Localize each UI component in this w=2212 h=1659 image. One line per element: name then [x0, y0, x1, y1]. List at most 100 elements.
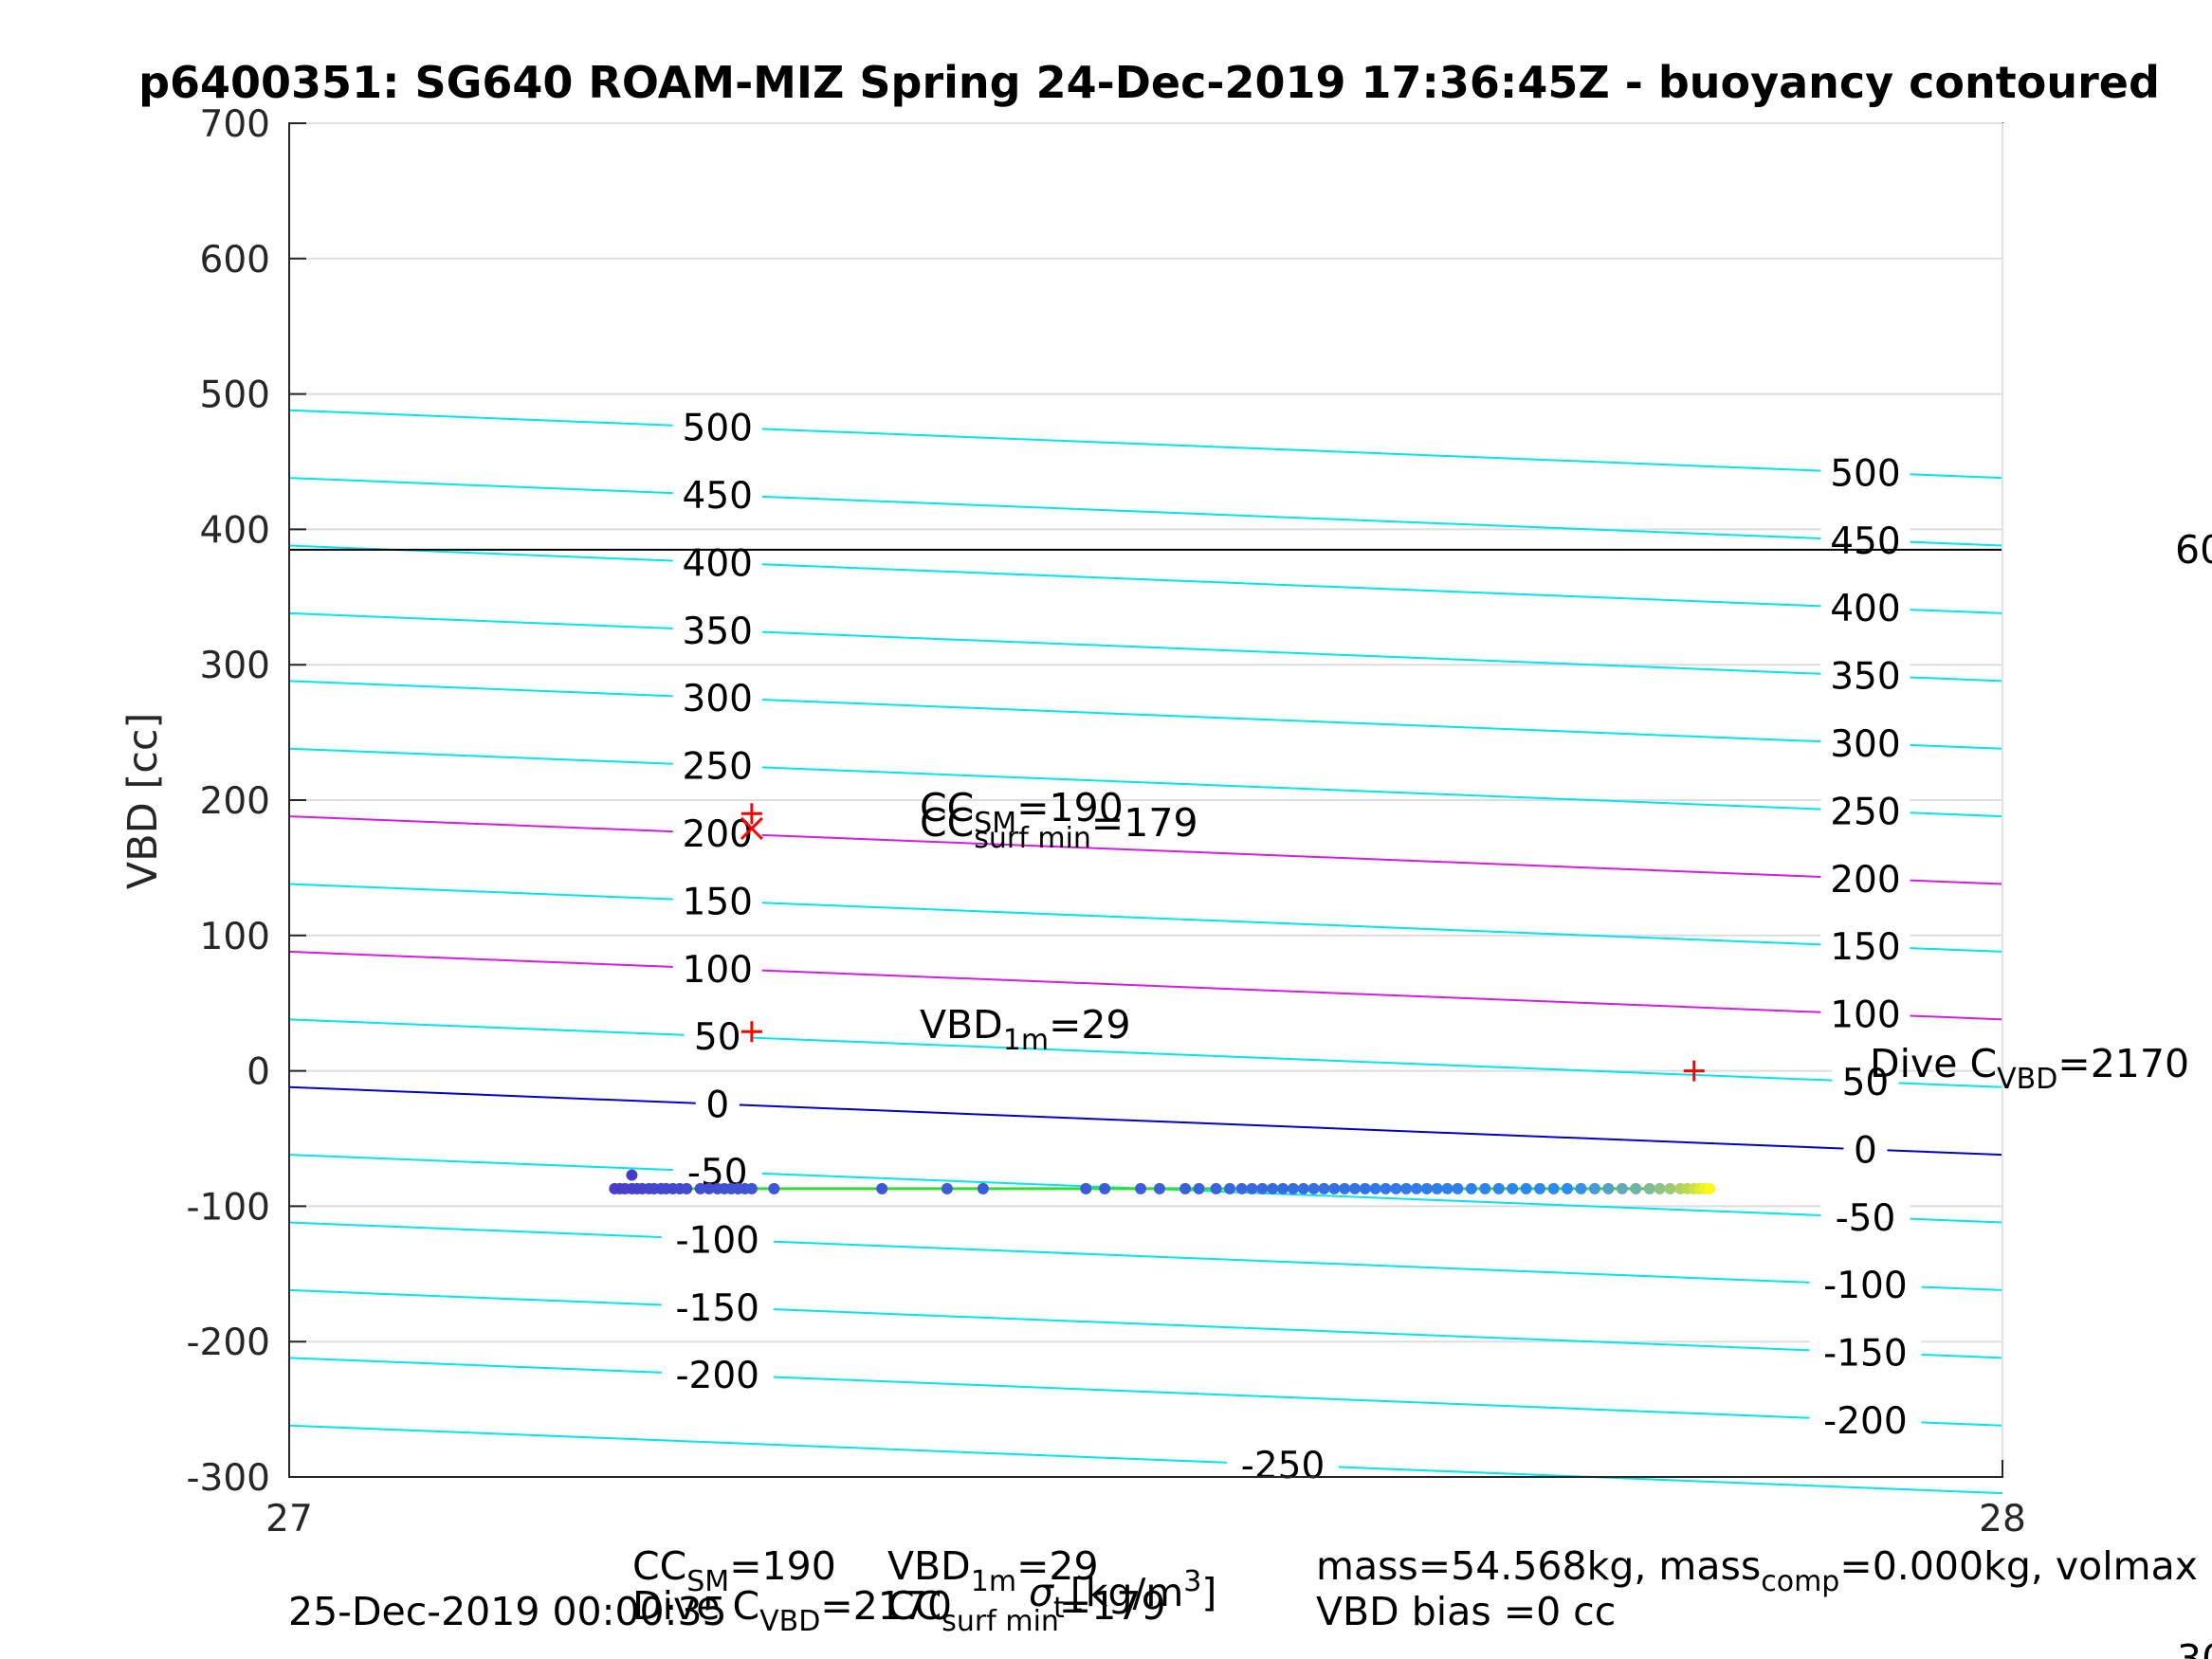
data-point-66	[1616, 1182, 1628, 1194]
contour-line-450	[288, 477, 2003, 547]
contour-label-left--200: -200	[675, 1355, 759, 1397]
contour-label-left-300: 300	[683, 678, 753, 720]
contour-label-right-450: 450	[1830, 520, 1900, 563]
data-point-13	[694, 1182, 706, 1194]
data-point-12	[681, 1182, 693, 1194]
contour-line-300	[288, 680, 2003, 750]
data-point-23	[941, 1182, 953, 1194]
data-point-43	[1339, 1182, 1351, 1194]
contour-label-left-0: 0	[705, 1085, 729, 1127]
contour-label-bg-right--50	[1820, 1195, 1910, 1238]
contour-label-bg-right-100	[1820, 993, 1910, 1035]
contour-label-bg-left-300	[672, 677, 762, 720]
data-point-14	[703, 1182, 715, 1194]
contour-label-left-450: 450	[683, 475, 753, 518]
data-point-22	[876, 1182, 888, 1194]
contour-label-right-250: 250	[1830, 791, 1900, 833]
contour-label-bg-left-100	[672, 947, 762, 990]
contour-label-bg-left--100	[661, 1218, 774, 1261]
data-point-28	[1153, 1182, 1165, 1194]
y-axis-ticks: -300 -200 -100 0 100 200 300 400 500 600 700	[186, 103, 306, 1500]
contour-label-right--50: -50	[1836, 1197, 1896, 1240]
footer-mass: mass=54.568kg, masscomp=0.000kg, volmax	[1316, 1543, 2198, 1598]
y-tick-label-700: 700	[200, 103, 270, 146]
data-point-63	[1575, 1182, 1587, 1194]
data-point-31	[1210, 1182, 1222, 1194]
marker-CC_surf_min	[740, 816, 763, 841]
contour-line--250	[288, 1424, 2003, 1495]
annotation-edge-right: 60	[2175, 527, 2212, 573]
contour-label-left-200: 200	[683, 813, 753, 856]
data-point-29	[1179, 1182, 1192, 1194]
contour-label-bg-right-350	[1820, 654, 1910, 697]
data-point-57	[1492, 1182, 1505, 1194]
data-point-62	[1562, 1182, 1574, 1194]
contour-label-right-200: 200	[1830, 859, 1900, 902]
y-tick-label--300: -300	[186, 1457, 270, 1500]
contour-line--100	[288, 1221, 2003, 1291]
data-point-70	[1664, 1182, 1676, 1194]
y-tick-label-300: 300	[200, 645, 270, 687]
data-point-39	[1297, 1182, 1309, 1194]
contour-line-350	[288, 611, 2003, 683]
data-point-41	[1318, 1182, 1330, 1194]
data-point-extra-0	[626, 1169, 638, 1181]
contour-label-bottom--250: -250	[1241, 1445, 1325, 1487]
data-point-21	[768, 1182, 780, 1194]
y-tick-label-400: 400	[200, 509, 270, 552]
contour-label-right-400: 400	[1830, 588, 1900, 630]
annotation-markers	[740, 803, 1705, 1082]
data-point-42	[1328, 1182, 1341, 1194]
data-point-30	[1193, 1182, 1205, 1194]
y-tick-label--100: -100	[186, 1186, 270, 1229]
annotation-vbd-1m: VBD1m=29	[920, 1002, 1131, 1057]
contour-label-bg-right-0	[1843, 1128, 1888, 1171]
data-point-53	[1441, 1182, 1453, 1194]
contour-line-250	[288, 747, 2003, 818]
contour-label-right--200: -200	[1823, 1400, 1908, 1443]
data-point-50	[1411, 1182, 1423, 1194]
contour-line-200	[288, 815, 2003, 885]
data-point-55	[1465, 1182, 1477, 1194]
data-point-35	[1256, 1182, 1269, 1194]
contour-label-right-0: 0	[1854, 1129, 1877, 1172]
contour-label-bg-left-450	[672, 473, 762, 516]
footer-cc-sm: CCSM=190	[632, 1543, 836, 1598]
contour-label-bg-right-250	[1820, 790, 1910, 832]
data-point-58	[1507, 1182, 1519, 1194]
contour-line-0	[288, 1085, 2003, 1157]
marker-stroke-b	[740, 816, 763, 841]
dive-data-points	[609, 1169, 1716, 1194]
y-tick-label--200: -200	[186, 1322, 270, 1364]
data-point-64	[1588, 1182, 1600, 1194]
contour-label-bg-left-400	[672, 541, 762, 584]
data-point-56	[1479, 1182, 1491, 1194]
annotation-cc-surf-min: CCsurf min=179	[920, 800, 1198, 855]
contour-label-bg-left-50	[684, 1015, 751, 1058]
data-point-25	[1080, 1182, 1092, 1194]
data-point-20	[745, 1182, 758, 1194]
contour-label-right-500: 500	[1830, 452, 1900, 495]
contour-label-left-500: 500	[683, 408, 753, 450]
footer-vbd-1m: VBD1m=29	[887, 1543, 1099, 1598]
data-point-45	[1359, 1182, 1371, 1194]
data-point-76	[1704, 1182, 1716, 1194]
x-axis-ticks: 27 28	[265, 1460, 2026, 1540]
y-tick-label-600: 600	[200, 239, 270, 282]
contour-label-bg-right-400	[1820, 587, 1910, 629]
data-point-49	[1400, 1182, 1413, 1194]
data-point-36	[1267, 1182, 1279, 1194]
y-axis-label: VBD [cc]	[119, 713, 167, 890]
contour-label-bg-left-0	[695, 1083, 740, 1125]
contour-line-50	[288, 1018, 2003, 1088]
contour-label-left--150: -150	[675, 1287, 759, 1330]
data-point-52	[1431, 1182, 1443, 1194]
data-point-68	[1643, 1182, 1655, 1194]
contour-line-400	[288, 544, 2003, 614]
annotation-dive-c-vbd: Dive CVBD=2170	[1870, 1041, 2189, 1096]
contour-label-bg-left-150	[672, 880, 762, 922]
buoyancy-contours: -250-200-200-150-150-100-100-50-50005050…	[288, 406, 2003, 1495]
contour-line--200	[288, 1357, 2003, 1427]
contour-label-right-50: 50	[1842, 1062, 1890, 1104]
